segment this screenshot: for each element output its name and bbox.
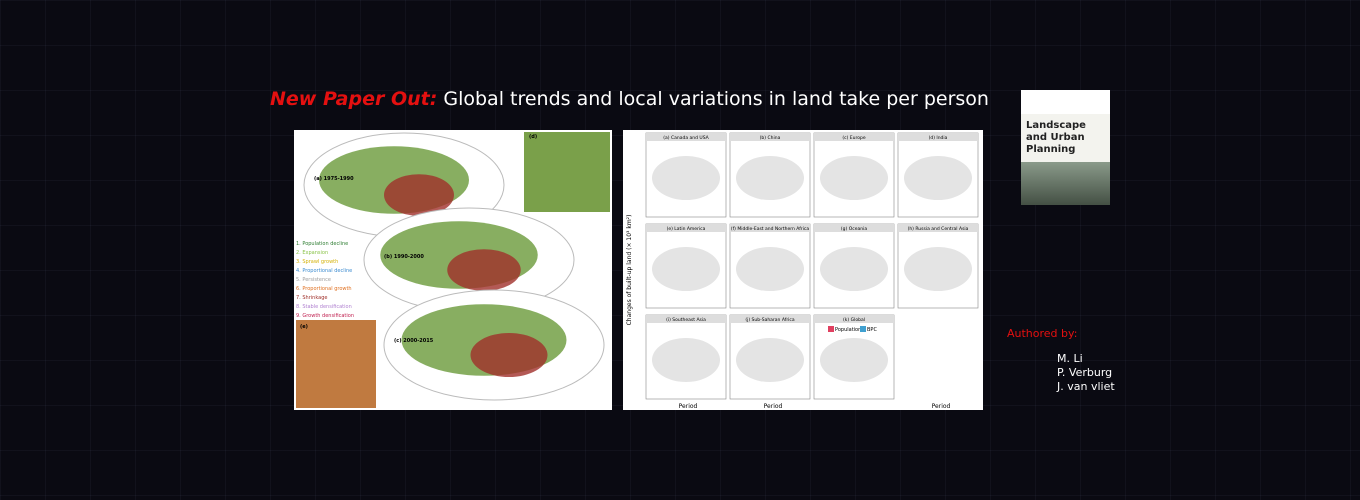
map-panel-label: (a) 1975-1990 <box>314 176 354 182</box>
land <box>447 249 521 291</box>
title-prefix: New Paper Out: <box>270 88 438 110</box>
map-figure: (a) 1975-1990 (b) 1990-2000 (c) 2000-2015 (… <box>294 130 612 410</box>
cover-photo <box>1021 162 1110 205</box>
panel-header <box>730 133 810 141</box>
panel-title: (c) Europe <box>842 135 865 141</box>
panel-header <box>646 315 726 323</box>
journal-title: Landscape and Urban Planning <box>1026 120 1086 155</box>
panel-title: (i) Southeast Asia <box>666 317 706 323</box>
map-panel-label: (b) 1990-2000 <box>384 254 424 260</box>
land <box>470 333 548 377</box>
author: J. van vliet <box>1057 380 1115 393</box>
legend-swatch <box>828 326 834 332</box>
bar-figure: Changes of built-up land (× 10³ km²) (a) … <box>623 130 983 410</box>
x-axis-label: Period <box>932 403 951 410</box>
panel-header <box>814 133 894 141</box>
title-text: Global trends and local variations in la… <box>443 88 989 110</box>
panel-header <box>646 133 726 141</box>
map-legend-item: 9. Growth densification <box>296 313 354 319</box>
map-legend-item: 4. Proportional decline <box>296 268 352 274</box>
world-map <box>820 338 888 382</box>
map-legend-item: 3. Sprawl growth <box>296 259 338 265</box>
author: M. Li <box>1057 352 1083 365</box>
x-axis-label: Period <box>679 403 698 410</box>
world-map <box>736 338 804 382</box>
inset-d <box>524 132 610 212</box>
map-legend-item: 5. Persistence <box>296 277 331 283</box>
panel-header <box>730 315 810 323</box>
authors: M. Li P. Verburg J. van vliet <box>1057 352 1115 394</box>
map-panel-label: (e) <box>300 324 308 330</box>
world-map <box>652 247 720 291</box>
inset-e <box>296 320 376 408</box>
authored-by: Authored by: <box>1007 327 1078 340</box>
world-map <box>652 156 720 200</box>
legend-label: BPC <box>867 327 877 333</box>
panel-title: (h) Russia and Central Asia <box>908 226 969 232</box>
journal-cover: Landscape and Urban Planning <box>1021 90 1110 205</box>
panel-title: (d) India <box>929 135 948 141</box>
panel-title: (k) Global <box>843 317 865 323</box>
panel-title: (g) Oceania <box>841 226 867 232</box>
world-map <box>820 247 888 291</box>
map-panel-label: (d) <box>529 134 537 140</box>
world-map <box>820 156 888 200</box>
map-panel-label: (c) 2000-2015 <box>394 338 434 344</box>
map-legend-item: 2. Expansion <box>296 250 328 256</box>
banner-title: New Paper Out: Global trends and local v… <box>270 88 989 110</box>
map-legend-item: 8. Stable densification <box>296 304 352 310</box>
y-axis-label: Changes of built-up land (× 10³ km²) <box>626 215 633 326</box>
legend-swatch <box>860 326 866 332</box>
world-map <box>904 156 972 200</box>
map-legend-item: 1. Population decline <box>296 241 348 247</box>
panel-title: (e) Latin America <box>667 226 706 232</box>
panel-header <box>814 224 894 232</box>
x-axis-label: Period <box>764 403 783 410</box>
panel-header <box>646 224 726 232</box>
author: P. Verburg <box>1057 366 1113 379</box>
panel-title: (j) Sub-Saharan Africa <box>745 317 795 323</box>
world-map <box>736 156 804 200</box>
panel-title: (f) Middle-East and Northern Africa <box>731 226 810 232</box>
panel-title: (a) Canada and USA <box>663 135 709 141</box>
panel-header <box>730 224 810 232</box>
map-legend-item: 6. Proportional growth <box>296 286 352 292</box>
panel-header <box>898 133 978 141</box>
world-map <box>904 247 972 291</box>
panel-title: (b) China <box>760 135 781 141</box>
world-map <box>652 338 720 382</box>
land <box>384 174 454 216</box>
panel-header <box>814 315 894 323</box>
cover-header <box>1021 90 1110 114</box>
world-map <box>736 247 804 291</box>
map-legend-item: 7. Shrinkage <box>296 295 327 301</box>
panel-header <box>898 224 978 232</box>
legend-label: Population <box>835 327 861 333</box>
